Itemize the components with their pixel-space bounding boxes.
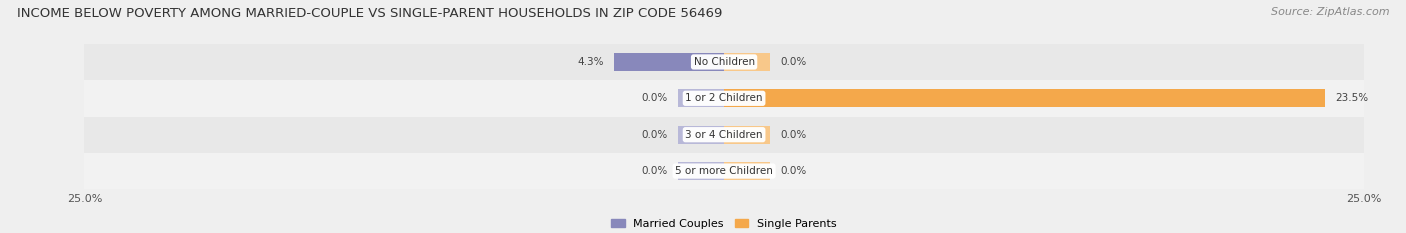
Text: 5 or more Children: 5 or more Children — [675, 166, 773, 176]
Text: INCOME BELOW POVERTY AMONG MARRIED-COUPLE VS SINGLE-PARENT HOUSEHOLDS IN ZIP COD: INCOME BELOW POVERTY AMONG MARRIED-COUPL… — [17, 7, 723, 20]
Text: 4.3%: 4.3% — [578, 57, 603, 67]
Text: 0.0%: 0.0% — [780, 57, 807, 67]
Bar — [678, 126, 724, 144]
Bar — [678, 162, 724, 180]
Text: 3 or 4 Children: 3 or 4 Children — [685, 130, 763, 140]
Bar — [84, 153, 1364, 189]
Bar — [84, 44, 1364, 80]
Bar — [724, 89, 1326, 107]
Text: 1 or 2 Children: 1 or 2 Children — [685, 93, 763, 103]
Bar — [724, 162, 770, 180]
Bar — [614, 53, 724, 71]
Text: 0.0%: 0.0% — [641, 166, 668, 176]
Text: 0.0%: 0.0% — [780, 166, 807, 176]
Text: 0.0%: 0.0% — [641, 93, 668, 103]
Bar — [84, 116, 1364, 153]
Text: Source: ZipAtlas.com: Source: ZipAtlas.com — [1271, 7, 1389, 17]
Bar — [678, 89, 724, 107]
Text: 0.0%: 0.0% — [641, 130, 668, 140]
Text: 0.0%: 0.0% — [780, 130, 807, 140]
Text: No Children: No Children — [693, 57, 755, 67]
Bar — [724, 53, 770, 71]
Bar — [84, 80, 1364, 116]
Text: 23.5%: 23.5% — [1336, 93, 1369, 103]
Bar — [724, 126, 770, 144]
Legend: Married Couples, Single Parents: Married Couples, Single Parents — [607, 214, 841, 233]
